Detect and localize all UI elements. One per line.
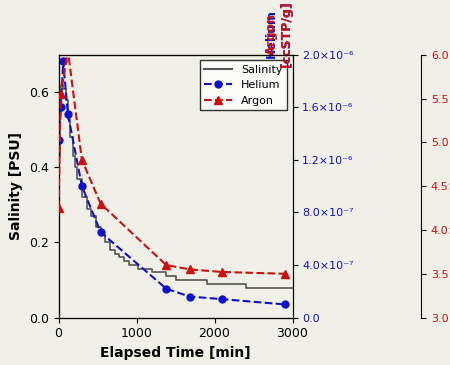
- Y-axis label: Argon
[ccSTP/g]: Argon [ccSTP/g]: [265, 0, 292, 67]
- Y-axis label: Helium
[ccSTP/g]: Helium [ccSTP/g]: [265, 0, 292, 67]
- Legend: Salinity, Helium, Argon: Salinity, Helium, Argon: [200, 60, 287, 110]
- Y-axis label: Salinity [PSU]: Salinity [PSU]: [9, 132, 23, 240]
- X-axis label: Elapsed Time [min]: Elapsed Time [min]: [100, 346, 251, 360]
